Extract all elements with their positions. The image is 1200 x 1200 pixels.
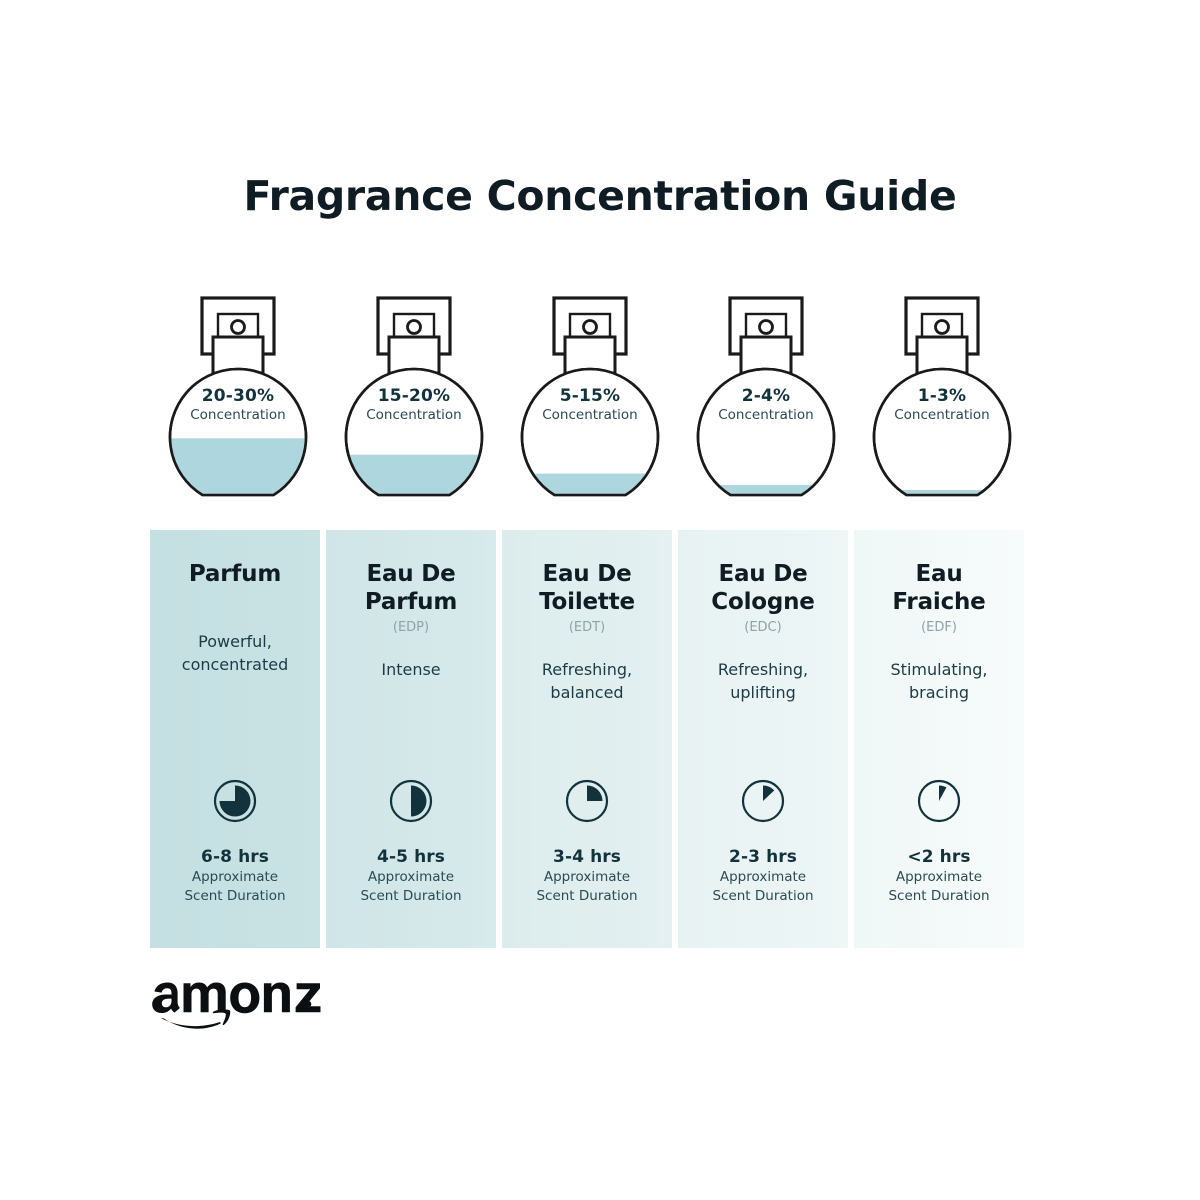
clock-ring (565, 779, 609, 823)
scent-duration-clock-icon (916, 778, 962, 828)
scent-duration-value: 6-8 hrs (201, 847, 269, 867)
scent-duration-block: 2-3 hrs Approximate Scent Duration (678, 846, 848, 906)
bottle-row: 20-30% Concentration 15-20% Concentration 5-… (150, 292, 1030, 520)
scent-duration-label: Approximate Scent Duration (712, 869, 814, 904)
page-title: Fragrance Concentration Guide (243, 172, 957, 220)
scent-duration-clock-icon (740, 778, 786, 828)
fragrance-panel-3[interactable]: Eau De Toilette (EDT) Refreshing, balanced 3-… (502, 530, 672, 948)
fragrance-panel-2[interactable]: Eau De Parfum (EDP) Intense 4-5 hrs Approxima… (326, 530, 496, 948)
bottle-cap-dot (582, 319, 598, 335)
amazon-logo (148, 968, 323, 1030)
bottle-neck (915, 335, 969, 375)
fragrance-description: Refreshing, balanced (541, 660, 633, 702)
bottle-neck (211, 335, 265, 375)
scent-duration-value: 2-3 hrs (729, 847, 797, 867)
fragrance-description: Intense (381, 660, 441, 679)
fragrance-name: Eau De Toilette (539, 561, 635, 615)
bottle-4: 2-4% Concentration (678, 292, 854, 520)
fragrance-name: Eau De Cologne (711, 561, 815, 615)
bottle-cap-dot (406, 319, 422, 335)
fragrance-abbreviation: (EDC) (744, 620, 782, 635)
bottle-1: 20-30% Concentration (150, 292, 326, 520)
scent-duration-clock-icon (388, 778, 434, 828)
scent-duration-clock-icon (564, 778, 610, 828)
bottle-neck (387, 335, 441, 375)
fragrance-description: Stimulating, bracing (890, 660, 988, 702)
bottle-liquid (874, 489, 1011, 495)
fragrance-name: Parfum (188, 561, 282, 587)
clock-ring (741, 779, 785, 823)
clock-ring (213, 779, 257, 823)
bottle-cap-dot (758, 319, 774, 335)
clock-wedge (219, 785, 251, 817)
bottle-liquid (170, 438, 307, 495)
clock-wedge (411, 785, 427, 817)
bottle-5: 1-3% Concentration (854, 292, 1030, 520)
fragrance-panel-4[interactable]: Eau De Cologne (EDC) Refreshing, uplifting 2-… (678, 530, 848, 948)
scent-duration-value: 3-4 hrs (553, 847, 621, 867)
fragrance-abbreviation: (EDP) (392, 620, 430, 635)
scent-duration-block: 3-4 hrs Approximate Scent Duration (502, 846, 672, 906)
scent-duration-block: 6-8 hrs Approximate Scent Duration (150, 846, 320, 906)
bottle-cap-dot (934, 319, 950, 335)
scent-duration-value: <2 hrs (907, 847, 971, 867)
scent-duration-label: Approximate Scent Duration (184, 869, 286, 904)
bottle-cap-dot (230, 319, 246, 335)
fragrance-panel-1[interactable]: Parfum Powerful, concentrated 6-8 hrs Approx… (150, 530, 320, 948)
scent-duration-clock-icon (212, 778, 258, 828)
fragrance-panel-5[interactable]: Eau Fraiche (EDF) Stimulating, bracing <2 hrs… (854, 530, 1024, 948)
scent-duration-label: Approximate Scent Duration (360, 869, 462, 904)
bottle-2: 15-20% Concentration (326, 292, 502, 520)
fragrance-description: Powerful, concentrated (181, 632, 289, 674)
scent-duration-label: Approximate Scent Duration (888, 869, 990, 904)
bottle-liquid (522, 473, 659, 495)
fragrance-abbreviation: (EDF) (921, 620, 957, 635)
clock-wedge (939, 785, 947, 801)
bottle-neck (739, 335, 793, 375)
bottle-neck (563, 335, 617, 375)
fragrance-abbreviation: (EDT) (568, 620, 606, 635)
fragrance-panel-row: Parfum Powerful, concentrated 6-8 hrs Approx… (150, 530, 1030, 948)
scent-duration-block: 4-5 hrs Approximate Scent Duration (326, 846, 496, 906)
scent-duration-label: Approximate Scent Duration (536, 869, 638, 904)
scent-duration-value: 4-5 hrs (377, 847, 445, 867)
fragrance-name: Eau Fraiche (892, 561, 986, 615)
clock-ring (389, 779, 433, 823)
fragrance-name: Eau De Parfum (364, 561, 458, 615)
scent-duration-block: <2 hrs Approximate Scent Duration (854, 846, 1024, 906)
bottle-liquid (698, 484, 835, 495)
bottle-liquid (346, 454, 483, 495)
fragrance-description: Refreshing, uplifting (717, 660, 809, 702)
clock-ring (917, 779, 961, 823)
bottle-3: 5-15% Concentration (502, 292, 678, 520)
clock-wedge (763, 785, 775, 801)
clock-wedge (587, 785, 603, 801)
